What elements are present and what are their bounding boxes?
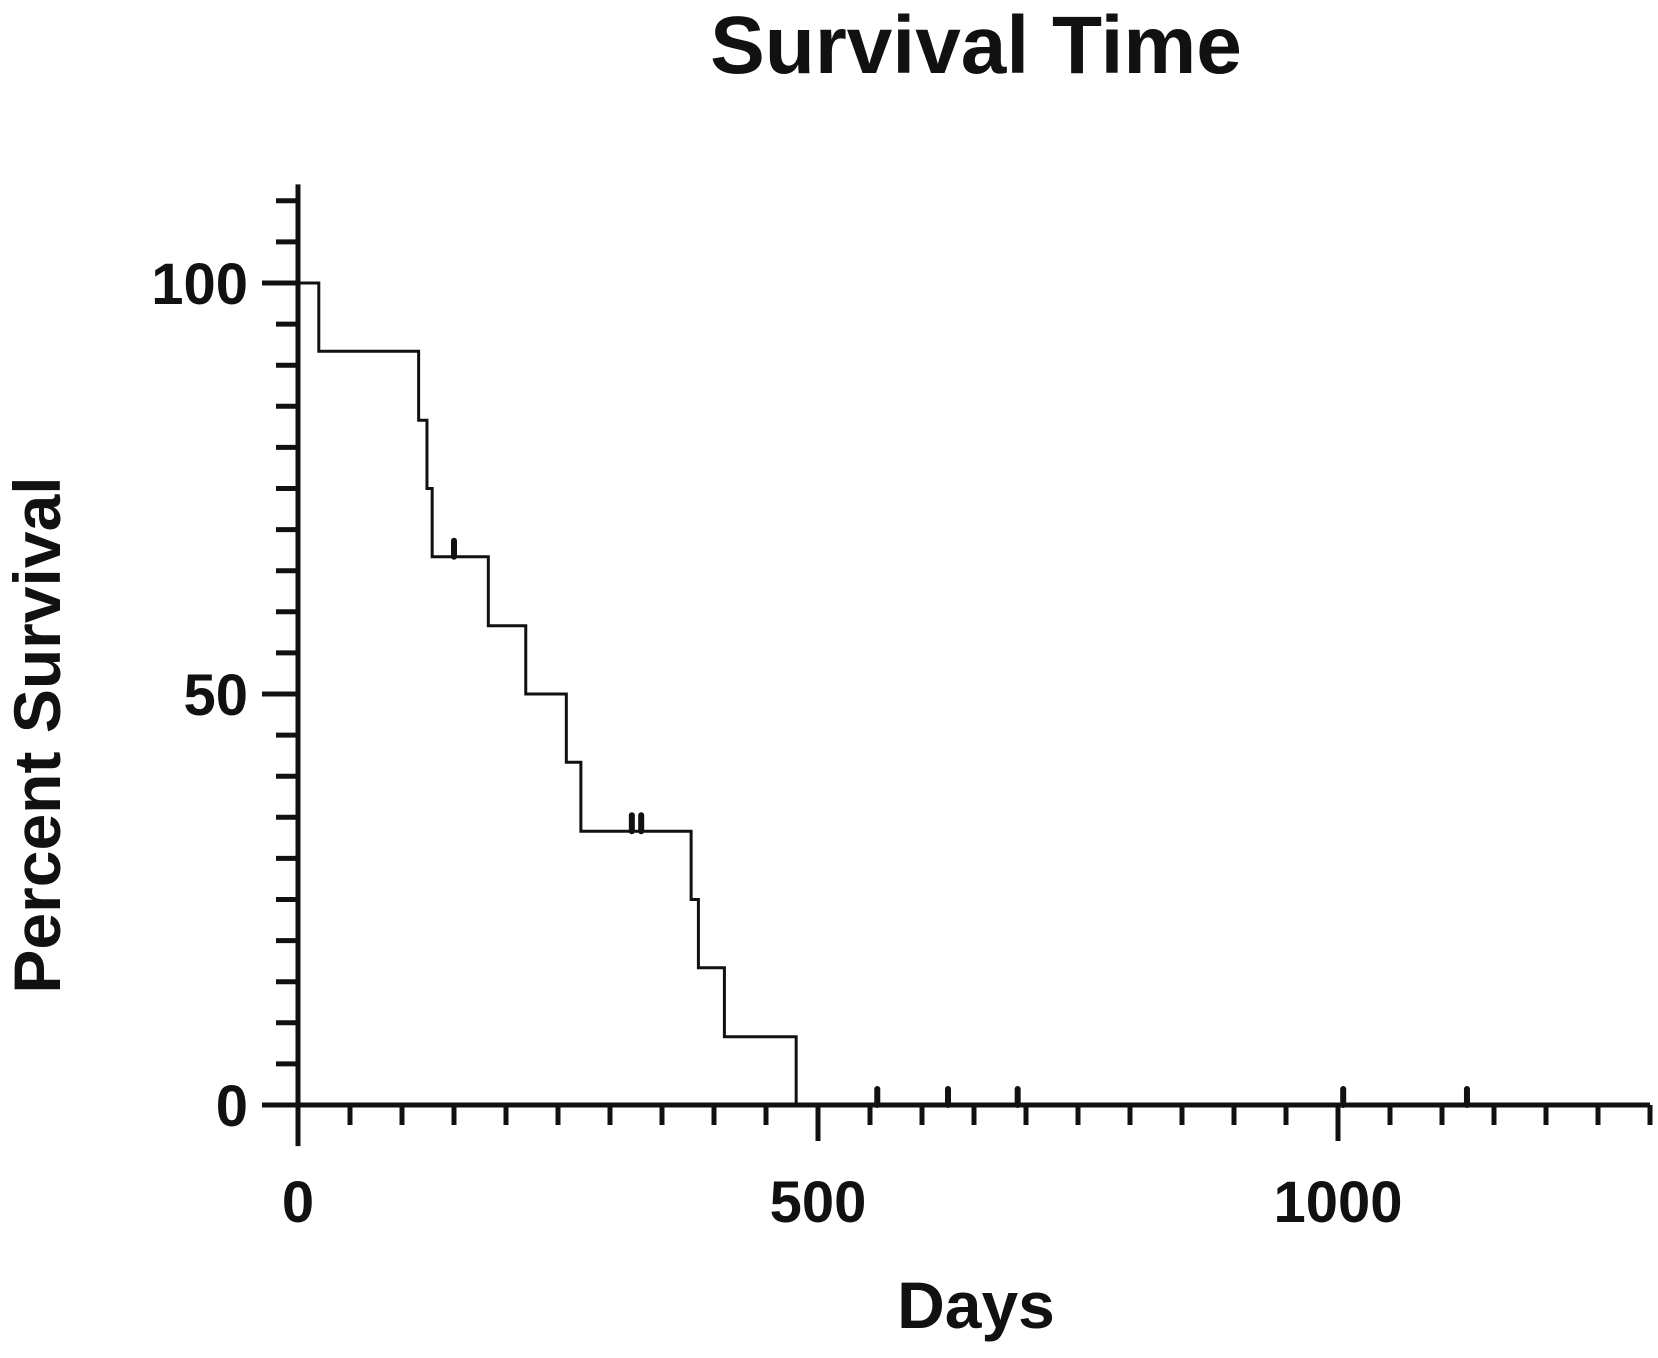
x-axis-label: Days [897,1268,1055,1342]
y-tick-label: 50 [183,663,248,728]
x-tick-label: 1000 [1273,1170,1402,1235]
plot-area [298,281,1470,1108]
x-tick-label: 500 [770,1170,867,1235]
y-tick-label: 100 [151,252,248,317]
axes [278,184,1650,1147]
y-axis-label: Percent Survival [0,476,74,993]
y-tick-label: 0 [216,1074,248,1139]
x-tick-label: 0 [282,1170,314,1235]
survival-step-line [298,281,798,1105]
ticks [262,198,1653,1141]
chart-title: Survival Time [710,0,1242,91]
